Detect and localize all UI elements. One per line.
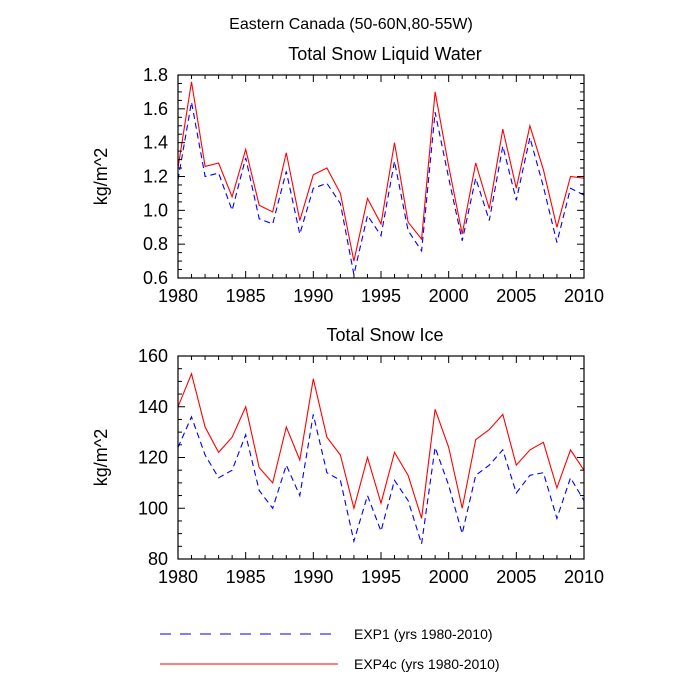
x-tick-label: 1995: [361, 286, 401, 306]
x-tick-label: 1990: [293, 567, 333, 587]
y-tick-label: 1.8: [143, 65, 168, 85]
x-tick-label: 2010: [564, 286, 604, 306]
y-tick-label: 140: [138, 397, 168, 417]
x-tick-label: 1985: [226, 286, 266, 306]
plot-frame: [177, 74, 585, 279]
x-tick-label: 2010: [564, 567, 604, 587]
x-tick-label: 1980: [158, 567, 198, 587]
y-tick-label: 1.6: [143, 99, 168, 119]
series-line-exp1: [177, 102, 585, 275]
y-tick-label: 1.2: [143, 167, 168, 187]
x-tick-label: 1985: [226, 567, 266, 587]
y-tick-label: 0.6: [143, 268, 168, 288]
y-tick-label: 80: [148, 549, 168, 569]
x-tick-label: 1990: [293, 286, 333, 306]
chart-title: Total Snow Liquid Water: [288, 44, 481, 64]
y-tick-label: 0.8: [143, 234, 168, 254]
y-tick-label: 1.0: [143, 200, 168, 220]
chart-panel-2: Total Snow Ice kg/m^2 1980 1985 1990 1995 2000…: [91, 325, 604, 587]
y-tick-label: 120: [138, 448, 168, 468]
y-axis-label: kg/m^2: [91, 429, 111, 486]
y-tick-label: 100: [138, 498, 168, 518]
series-line-exp1: [177, 414, 585, 544]
x-tick-label: 1980: [158, 286, 198, 306]
chart-title: Total Snow Ice: [326, 325, 443, 345]
figure-suptitle: Eastern Canada (50-60N,80-55W): [229, 16, 473, 33]
x-tick-label: 2000: [429, 567, 469, 587]
series-line-exp4c: [177, 372, 585, 519]
x-tick-label: 2005: [496, 567, 536, 587]
y-axis-label: kg/m^2: [91, 148, 111, 205]
x-tick-label: 2005: [496, 286, 536, 306]
legend-label-exp1: EXP1 (yrs 1980-2010): [354, 626, 493, 642]
x-tick-label: 2000: [429, 286, 469, 306]
x-tick-label: 1995: [361, 567, 401, 587]
chart-panel-1: Total Snow Liquid Water kg/m^2 1980 1985 199…: [91, 44, 604, 306]
y-tick-label: 1.4: [143, 133, 168, 153]
series-line-exp4c: [177, 81, 585, 262]
legend-label-exp4c: EXP4c (yrs 1980-2010): [354, 656, 500, 672]
legend: EXP1 (yrs 1980-2010) EXP4c (yrs 1980-2010…: [160, 626, 500, 672]
y-tick-label: 160: [138, 346, 168, 366]
